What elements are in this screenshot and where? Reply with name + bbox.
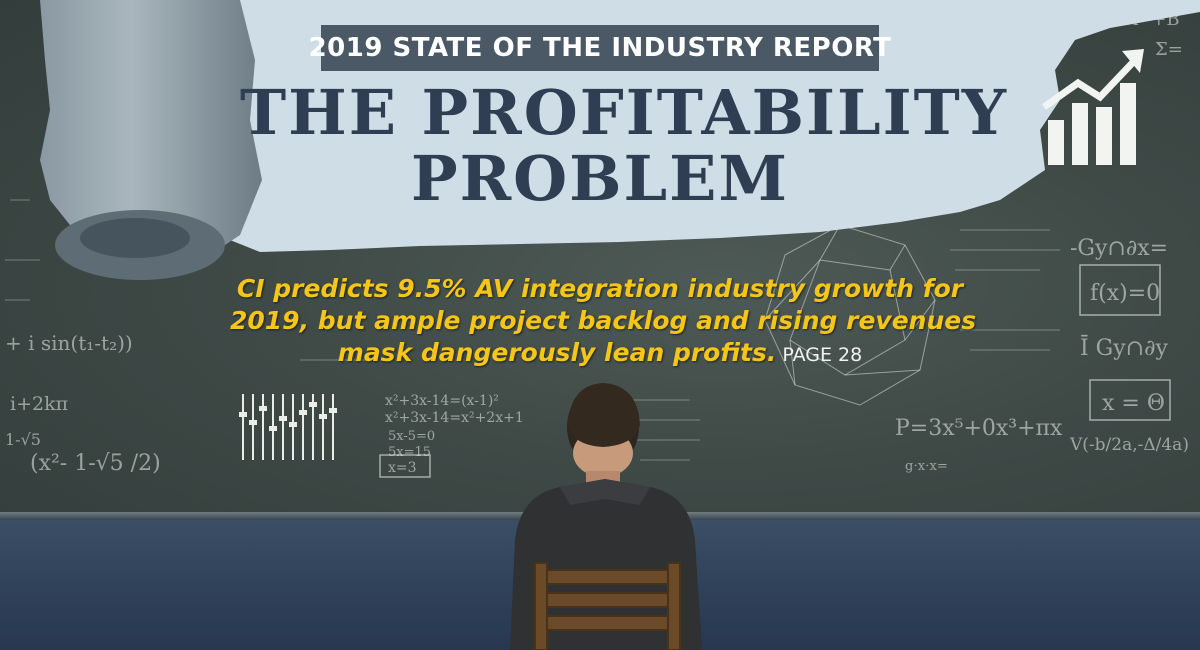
subheadline: CI predicts 9.5% AV integration industry…: [230, 273, 977, 371]
subheadline-line-1: CI predicts 9.5% AV integration industry…: [236, 274, 964, 303]
report-banner: 2019 STATE OF THE INDUSTRY REPORT: [309, 25, 891, 71]
subheadline-line-2: 2019, but ample project backlog and risi…: [230, 306, 977, 335]
torn-paper: [0, 0, 1200, 280]
chalk-formula: x = Θ: [1102, 391, 1165, 416]
chalk-formula: 1-√5: [5, 430, 41, 449]
chalk-formula: Σ=: [1155, 39, 1183, 60]
growth-chart-icon: [1041, 49, 1144, 165]
chalk-formula: i+2kπ: [10, 393, 68, 415]
chalk-formula: (x²- 1-√5 /2): [30, 451, 161, 476]
chalk-formula: f(x)=0: [1090, 281, 1160, 306]
chalk-formula: V(-b/2a,-Δ/4a): [1069, 435, 1189, 455]
chalk-formula: Ī Gy∩∂y: [1080, 335, 1168, 361]
headline-line-1: THE PROFITABILITY: [240, 76, 1008, 149]
chalk-formula: P=3x⁵+0x³+πx: [895, 416, 1063, 441]
chalk-formula: x²+3x-14=x²+2x+1: [385, 410, 524, 426]
page-reference: PAGE 28: [782, 344, 863, 366]
chalk-formula: x=3: [388, 460, 417, 476]
subheadline-line-3: mask dangerously lean profits.: [337, 338, 777, 367]
mixer-sliders-icon: [239, 394, 337, 460]
chalk-formula: + i sin(t₁-t₂)): [5, 331, 133, 355]
chalk-formula: g⋅x⋅x=: [905, 459, 948, 474]
chalk-formula: x²+3x-14=(x-1)²: [385, 393, 499, 409]
chalk-formula: 5x=15: [388, 445, 431, 460]
chalk-formulas: + i sin(t₁-t₂)) i+2kπ (x²- 1-√5 /2) 1-√5…: [5, 9, 1189, 478]
headline: THE PROFITABILITY PROBLEM: [240, 76, 1008, 215]
chalk-formula: 5x-5=0: [388, 429, 435, 444]
report-banner-text: 2019 STATE OF THE INDUSTRY REPORT: [308, 33, 892, 63]
headline-line-2: PROBLEM: [410, 142, 790, 215]
seated-man-figure: [510, 383, 702, 650]
chalk-formula: -Gy∩∂x=: [1070, 236, 1168, 261]
polyhedron-drawing: [764, 224, 936, 406]
